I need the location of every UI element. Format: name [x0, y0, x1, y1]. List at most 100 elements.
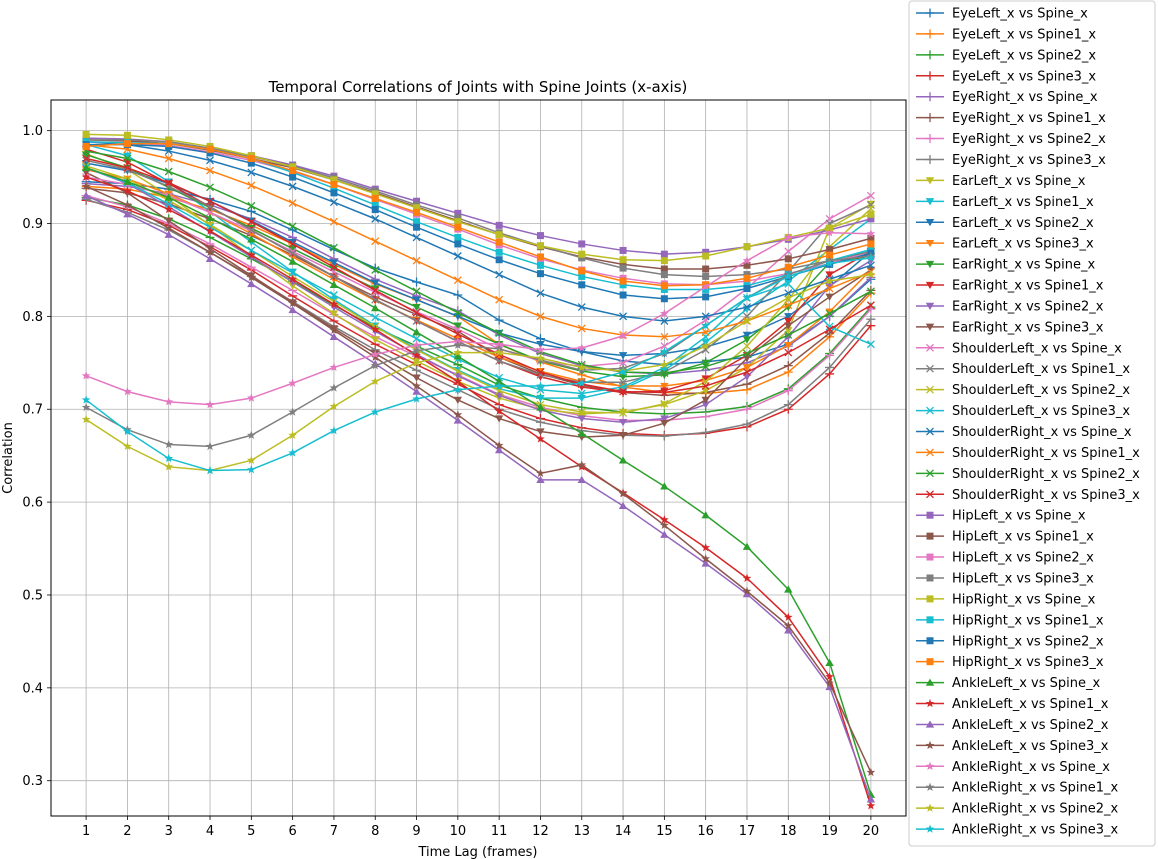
data-point: [247, 226, 256, 234]
data-point: [826, 251, 834, 259]
data-point: [329, 263, 338, 272]
data-point: [660, 387, 669, 395]
data-point: [206, 149, 214, 157]
series-line: [85, 257, 871, 472]
data-point: [494, 392, 504, 400]
data-point: [329, 310, 339, 318]
data-point: [123, 200, 132, 209]
data-point: [702, 248, 710, 256]
data-point: [246, 455, 256, 465]
data-point: [288, 245, 297, 253]
data-point: [288, 257, 297, 265]
legend: EyeLeft_x vs Spine_x EyeLeft_x vs Spine1_…: [908, 0, 1156, 847]
data-point: [453, 367, 462, 376]
x-tick-label: 13: [573, 824, 590, 839]
data-point: [494, 446, 504, 454]
data-point: [206, 197, 214, 206]
data-point: [81, 414, 91, 424]
data-point: [742, 586, 752, 595]
data-point: [701, 427, 711, 437]
data-point: [329, 291, 338, 299]
data-point: [412, 394, 421, 403]
x-tick-label: 4: [206, 824, 214, 839]
data-point: [412, 233, 421, 242]
legend-marker: [925, 29, 935, 39]
data-point: [536, 242, 544, 250]
data-point: [495, 386, 504, 395]
y-tick-label: 0.3: [22, 774, 43, 789]
y-axis: 0.3 0.4 0.5 0.6 0.7 0.8 0.9 1.0: [22, 124, 51, 789]
data-point: [826, 246, 834, 254]
data-point: [164, 200, 173, 208]
data-point: [784, 327, 793, 335]
legend-label: HipRight_x vs Spine3_x: [952, 655, 1104, 670]
x-tick-label: 10: [450, 824, 467, 839]
data-point: [701, 282, 711, 291]
data-point: [495, 295, 504, 304]
data-point: [784, 247, 793, 256]
data-point: [701, 359, 710, 367]
data-point: [123, 152, 132, 160]
data-point: [288, 282, 297, 290]
data-point: [578, 272, 586, 280]
data-point: [123, 186, 132, 195]
legend-label: EarRight_x vs Spine1_x: [952, 279, 1104, 294]
data-point: [619, 246, 627, 254]
data-point: [206, 156, 214, 165]
data-point: [412, 358, 421, 367]
series-34: [81, 191, 876, 803]
data-point: [413, 197, 421, 205]
data-point: [619, 281, 627, 289]
data-point: [619, 387, 628, 396]
data-point: [288, 238, 297, 247]
data-point: [453, 376, 463, 386]
data-point: [701, 362, 710, 371]
x-tick-label: 17: [739, 824, 756, 839]
series-35: [81, 181, 876, 777]
data-point: [412, 350, 421, 360]
data-point: [660, 250, 668, 258]
legend-label: AnkleRight_x vs Spine1_x: [952, 781, 1119, 796]
data-point: [866, 200, 875, 209]
legend-label: EarLeft_x vs Spine1_x: [952, 195, 1094, 210]
data-point: [825, 271, 834, 279]
data-point: [370, 352, 380, 361]
data-point: [577, 324, 586, 333]
data-point: [536, 270, 544, 278]
data-point: [618, 432, 628, 440]
data-point: [578, 254, 586, 262]
data-point: [783, 400, 793, 410]
y-tick-label: 0.8: [22, 310, 43, 325]
series-line: [85, 194, 872, 422]
data-point: [165, 140, 173, 148]
legend-item: HipLeft_x vs Spine2_x: [916, 551, 1094, 566]
x-tick-label: 16: [697, 824, 714, 839]
y-tick-label: 0.7: [22, 403, 43, 418]
x-tick-label: 19: [821, 824, 838, 839]
y-tick-label: 0.5: [22, 588, 43, 603]
data-point: [784, 317, 793, 326]
data-point: [81, 395, 91, 404]
data-point: [288, 222, 297, 231]
data-point: [577, 460, 587, 469]
data-point: [866, 801, 876, 810]
data-point: [413, 218, 421, 226]
legend-item: HipRight_x vs Spine2_x: [916, 634, 1104, 649]
legend-frame: [908, 0, 1156, 847]
data-point: [412, 308, 421, 317]
data-point: [371, 206, 379, 214]
data-point: [577, 429, 586, 437]
legend-item: AnkleRight_x vs Spine_x: [916, 760, 1110, 775]
data-point: [866, 261, 875, 270]
legend-marker: [925, 92, 935, 102]
legend-item: EyeLeft_x vs Spine1_x: [916, 27, 1096, 42]
data-point: [743, 274, 751, 282]
data-point: [494, 381, 504, 390]
data-point: [784, 348, 793, 357]
data-point: [247, 159, 255, 167]
data-point: [413, 223, 421, 231]
legend-marker: [926, 343, 934, 352]
legend-label: EyeLeft_x vs Spine3_x: [952, 69, 1096, 84]
data-point: [742, 404, 752, 414]
data-point: [578, 281, 586, 289]
